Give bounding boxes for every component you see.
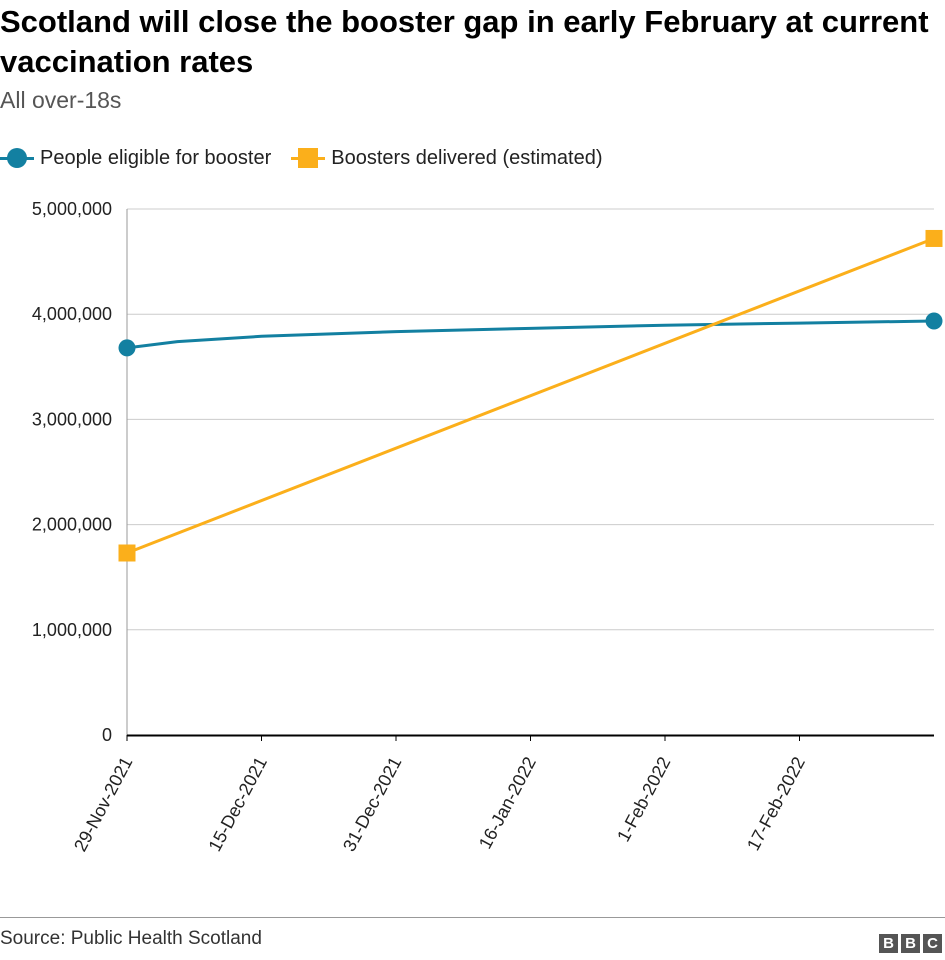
legend-label-eligible: People eligible for booster [40,146,272,169]
y-tick-label: 2,000,000 [32,515,112,535]
series-lines [125,237,936,555]
legend-item-delivered: Boosters delivered (estimated) [291,146,603,170]
series-line-0 [125,319,936,350]
chart-subtitle: All over-18s [0,87,122,113]
bbc-logo-letter: C [923,934,942,953]
source-note: Source: Public Health Scotland [0,928,262,949]
x-tick-label: 31-Dec-2021 [339,753,406,854]
x-tick-label: 16-Jan-2022 [475,753,540,852]
chart-legend: People eligible for booster Boosters del… [0,143,623,173]
y-tick-label: 5,000,000 [32,199,112,219]
series-markers [118,229,943,562]
y-tick-label: 1,000,000 [32,620,112,640]
x-tick-label: 15-Dec-2021 [205,753,272,854]
bbc-logo: B B C [876,934,942,953]
legend-swatch-square [291,148,326,168]
y-axis-tick-labels: 0 1,000,000 2,000,000 3,000,000 4,000,000 5,0… [32,199,112,745]
footer-divider [0,917,945,918]
y-tick-label: 0 [102,725,112,745]
series-line-1 [125,237,936,555]
x-axis-tick-labels: 29-Nov-2021 15-Dec-2021 31-Dec-2021 16-Jan-… [70,753,809,854]
axes [126,209,934,741]
x-tick-label: 29-Nov-2021 [70,753,137,854]
data-point-marker [925,312,943,330]
y-tick-label: 4,000,000 [32,304,112,324]
gridlines [127,208,934,631]
x-tick-label: 17-Feb-2022 [743,753,809,853]
legend-label-delivered: Boosters delivered (estimated) [331,146,603,169]
bbc-logo-letter: B [879,934,898,953]
data-point-marker [118,544,136,562]
data-point-marker [118,339,136,357]
data-point-marker [925,229,943,247]
y-tick-label: 3,000,000 [32,409,112,429]
chart-title: Scotland will close the booster gap in e… [0,4,929,79]
x-tick-label: 1-Feb-2022 [613,753,674,845]
legend-swatch-circle [0,148,34,168]
bbc-logo-letter: B [901,934,920,953]
legend-item-eligible: People eligible for booster [0,147,271,170]
